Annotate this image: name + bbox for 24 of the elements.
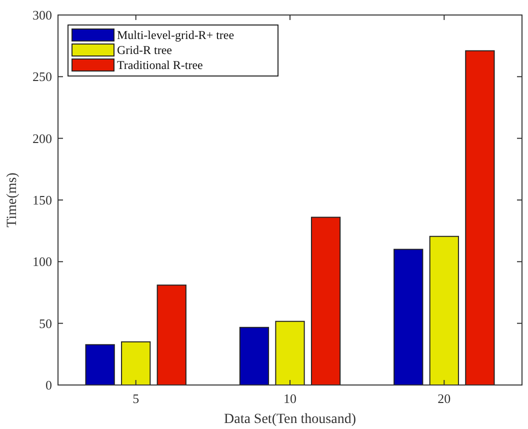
legend-label: Traditional R-tree — [117, 58, 203, 72]
bar — [121, 341, 151, 386]
y-tick-label: 0 — [46, 378, 52, 393]
legend-label: Grid-R tree — [117, 43, 172, 57]
y-tick-label: 300 — [32, 8, 52, 23]
x-tick-label: 20 — [438, 391, 451, 406]
y-tick-label: 100 — [32, 254, 52, 270]
bar — [156, 284, 186, 386]
bar — [310, 216, 341, 386]
y-tick-label: 150 — [32, 192, 52, 208]
y-tick-label: 50 — [39, 316, 52, 331]
bar — [239, 326, 270, 386]
bar — [85, 344, 115, 386]
y-tick-label: 250 — [32, 69, 52, 84]
x-tick-label: 10 — [284, 391, 296, 406]
x-tick-label: 5 — [132, 391, 140, 406]
x-axis-title: Data Set(Ten thousand) — [224, 412, 356, 427]
bar — [465, 50, 495, 386]
y-axis-title: Time(ms) — [5, 172, 20, 228]
bar — [394, 248, 424, 386]
legend-label: Multi-level-grid-R+ tree — [117, 28, 234, 42]
y-tick-label: 200 — [32, 130, 52, 146]
bar — [275, 320, 305, 386]
bar — [429, 236, 459, 386]
